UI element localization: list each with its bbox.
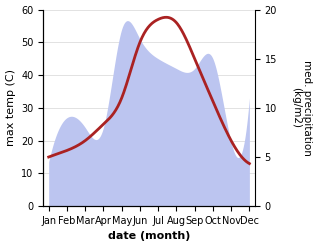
Y-axis label: med. precipitation
(kg/m2): med. precipitation (kg/m2) [291,60,313,156]
Y-axis label: max temp (C): max temp (C) [5,69,16,146]
X-axis label: date (month): date (month) [108,231,190,242]
